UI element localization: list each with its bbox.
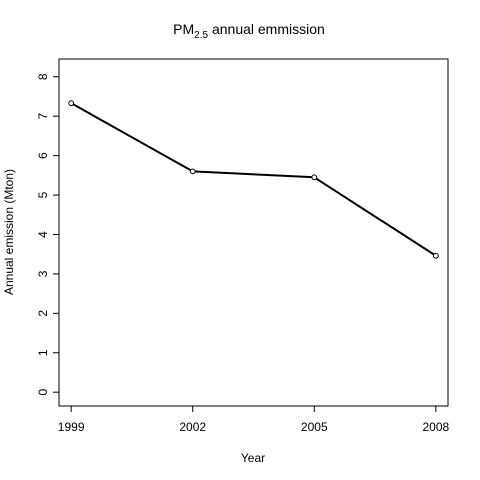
y-tick-label: 3	[36, 270, 50, 277]
x-axis: 1999 2002 2005 2008	[58, 405, 450, 434]
y-tick-label: 2	[36, 310, 50, 317]
y-tick-label: 1	[36, 349, 50, 356]
data-point	[432, 252, 439, 259]
y-tick-label: 7	[36, 113, 50, 120]
chart-title-prefix: PM	[173, 21, 194, 37]
y-tick-label: 5	[36, 191, 50, 198]
x-tick-label: 2008	[422, 420, 449, 434]
series-line	[70, 102, 437, 257]
y-axis: 0 1 2 3 4 5 6 7 8	[36, 73, 60, 396]
series-layer	[68, 100, 439, 259]
chart-title: PM2.5 annual emmission	[173, 21, 325, 41]
chart-title-suffix: annual emmission	[208, 21, 325, 37]
data-point	[68, 100, 75, 107]
x-tick-label: 1999	[58, 420, 85, 434]
x-tick-label: 2005	[301, 420, 328, 434]
data-point	[311, 174, 318, 181]
y-tick-label: 8	[36, 73, 50, 80]
y-tick-label: 0	[36, 389, 50, 396]
plot-frame	[58, 58, 449, 407]
chart-title-subscript: 2.5	[194, 30, 208, 41]
y-tick-label: 4	[36, 231, 50, 238]
y-tick-label: 6	[36, 152, 50, 159]
x-axis-title: Year	[241, 451, 265, 465]
y-axis-title: Annual emission (Mton)	[2, 169, 16, 295]
x-tick-label: 2002	[179, 420, 206, 434]
data-point	[189, 168, 196, 175]
